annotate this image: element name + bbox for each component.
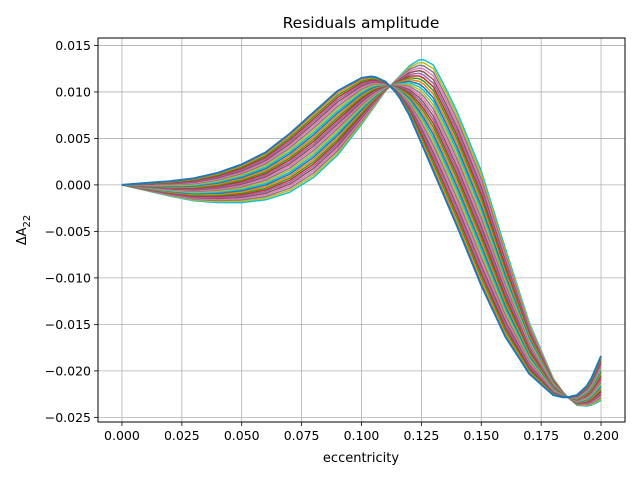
y-axis-title: ΔA22 xyxy=(15,215,33,246)
chart-title: Residuals amplitude xyxy=(283,14,440,32)
series-line-18 xyxy=(121,84,602,402)
series-line-19 xyxy=(121,83,602,403)
series-line-8 xyxy=(121,83,602,399)
y-axis-title-subscript: 22 xyxy=(22,215,33,228)
series-line-23 xyxy=(121,77,602,404)
series-line-12 xyxy=(121,84,602,400)
series-line-14 xyxy=(121,85,602,401)
series-line-22 xyxy=(121,78,602,404)
series-line-13 xyxy=(121,84,602,401)
series-line-20 xyxy=(121,82,602,403)
series-line-1 xyxy=(121,75,602,399)
y-tick-label: −0.015 xyxy=(45,317,91,332)
series-line-17 xyxy=(121,84,602,402)
series-line-10 xyxy=(121,83,602,399)
x-tick-label: 0.050 xyxy=(224,428,260,443)
x-tick-label: 0.125 xyxy=(403,428,439,443)
x-tick-label: 0.100 xyxy=(344,428,380,443)
series-line-6 xyxy=(121,81,602,398)
series-line-11 xyxy=(121,84,602,400)
x-tick-label: 0.175 xyxy=(523,428,559,443)
y-tick-label: 0.000 xyxy=(55,177,91,192)
x-axis-title: eccentricity xyxy=(323,451,399,466)
x-tick-label: 0.025 xyxy=(164,428,200,443)
y-tick-label: 0.005 xyxy=(55,131,91,146)
series-group xyxy=(121,59,602,407)
y-tick-label: 0.015 xyxy=(55,38,91,53)
series-line-4 xyxy=(121,79,602,398)
series-line-9 xyxy=(121,83,602,399)
y-tick-label: −0.025 xyxy=(45,410,91,425)
y-tick-label: −0.010 xyxy=(45,270,91,285)
x-tick-label: 0.000 xyxy=(104,428,140,443)
x-tick-label: 0.200 xyxy=(583,428,619,443)
series-line-5 xyxy=(121,80,602,398)
series-line-16 xyxy=(121,85,602,402)
series-line-24 xyxy=(121,75,602,404)
y-tick-label: 0.010 xyxy=(55,84,91,99)
y-axis-title-main: ΔA xyxy=(15,227,30,245)
series-line-7 xyxy=(121,82,602,398)
x-tick-label: 0.075 xyxy=(284,428,320,443)
y-axis: 0.015 0.010 0.005 0.000 −0.005 −0.010 −0.015 −0… xyxy=(45,38,98,425)
series-line-15 xyxy=(121,85,602,401)
series-line-3 xyxy=(121,78,602,398)
y-tick-label: −0.020 xyxy=(45,363,91,378)
x-tick-label: 0.150 xyxy=(463,428,499,443)
series-line-21 xyxy=(121,80,602,403)
y-tick-label: −0.005 xyxy=(45,224,91,239)
x-axis: 0.000 0.025 0.050 0.075 0.100 0.125 0.150 0.175… xyxy=(104,422,619,443)
